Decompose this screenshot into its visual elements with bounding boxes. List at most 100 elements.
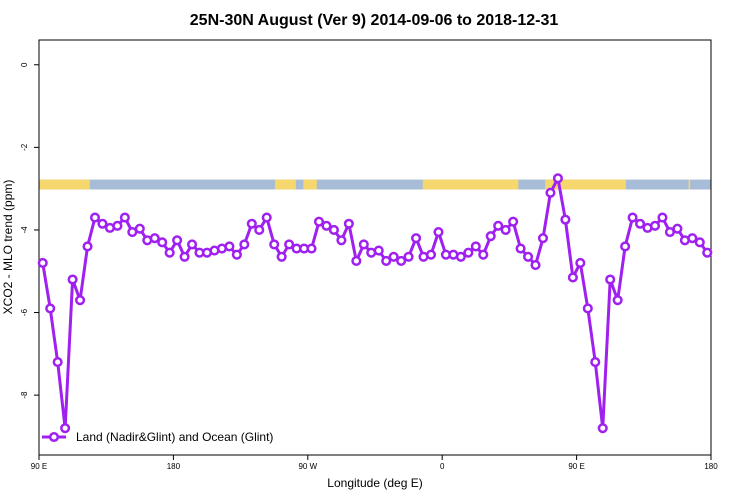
data-point bbox=[523, 251, 534, 262]
data-point bbox=[455, 251, 466, 262]
data-point bbox=[672, 223, 683, 234]
data-point bbox=[239, 239, 250, 250]
data-point bbox=[164, 247, 175, 258]
data-point bbox=[620, 241, 631, 252]
data-point bbox=[373, 245, 384, 256]
data-point bbox=[269, 239, 280, 250]
land-ocean-band bbox=[39, 179, 711, 190]
data-point bbox=[411, 233, 422, 244]
data-point bbox=[149, 233, 160, 244]
data-point bbox=[37, 257, 48, 269]
data-point bbox=[567, 272, 578, 283]
land-segment bbox=[422, 179, 519, 190]
y-tick-label: 0 bbox=[20, 62, 29, 67]
data-point bbox=[172, 235, 183, 246]
y-axis: 0 -2 -4 -6 -8 bbox=[20, 62, 39, 399]
data-point bbox=[306, 243, 317, 254]
data-point bbox=[515, 243, 526, 254]
data-point bbox=[336, 235, 347, 246]
x-axis-label: Longitude (deg E) bbox=[327, 476, 422, 490]
data-point bbox=[187, 239, 198, 250]
data-point bbox=[75, 295, 86, 306]
series-line bbox=[41, 176, 709, 430]
data-point bbox=[470, 241, 481, 252]
data-point bbox=[119, 212, 130, 223]
data-point bbox=[321, 220, 332, 231]
x-tick-label: 180 bbox=[704, 462, 718, 471]
legend-entry-label: Land (Nadir&Glint) and Ocean (Glint) bbox=[76, 430, 273, 444]
data-point bbox=[545, 187, 556, 198]
y-tick-label: -2 bbox=[20, 143, 29, 151]
chart-title: 25N-30N August (Ver 9) 2014-09-06 to 201… bbox=[190, 12, 559, 29]
data-point bbox=[403, 251, 414, 262]
legend-marker-swatch bbox=[48, 431, 60, 443]
data-point bbox=[313, 216, 325, 227]
data-point bbox=[627, 212, 638, 223]
data-point bbox=[381, 255, 392, 266]
data-point bbox=[560, 214, 571, 225]
data-point bbox=[687, 233, 698, 244]
land-segment bbox=[688, 179, 691, 190]
data-point bbox=[702, 247, 713, 258]
data-point bbox=[157, 237, 168, 248]
data-point bbox=[485, 231, 496, 242]
legend: Land (Nadir&Glint) and Ocean (Glint) bbox=[42, 430, 273, 444]
data-point bbox=[45, 303, 56, 314]
ocean-band bbox=[39, 179, 711, 190]
data-point bbox=[552, 173, 563, 184]
data-point bbox=[52, 357, 63, 368]
data-point bbox=[433, 226, 444, 238]
x-tick-label: 90 E bbox=[31, 462, 47, 471]
data-point bbox=[694, 237, 705, 248]
data-point bbox=[612, 295, 623, 306]
data-point bbox=[657, 212, 668, 223]
data-point bbox=[597, 423, 608, 434]
series-land-ocean bbox=[37, 173, 713, 434]
data-point bbox=[328, 224, 339, 236]
data-point bbox=[284, 239, 295, 250]
data-point bbox=[635, 218, 646, 229]
data-point bbox=[537, 233, 549, 244]
y-tick-label: -4 bbox=[20, 226, 29, 234]
data-point bbox=[649, 220, 661, 231]
data-point bbox=[231, 249, 242, 260]
land-segment bbox=[545, 179, 626, 190]
data-point bbox=[60, 423, 71, 434]
data-point bbox=[575, 257, 586, 269]
data-point bbox=[582, 303, 593, 314]
data-point bbox=[605, 274, 616, 285]
data-point bbox=[82, 241, 93, 252]
data-point bbox=[508, 216, 519, 227]
data-point bbox=[590, 357, 601, 368]
data-point bbox=[343, 218, 354, 229]
data-point bbox=[246, 218, 257, 229]
x-tick-label: 90 E bbox=[568, 462, 584, 471]
data-point bbox=[530, 259, 541, 271]
x-tick-label: 90 W bbox=[298, 462, 317, 471]
data-point bbox=[254, 224, 265, 236]
land-segment bbox=[39, 179, 90, 190]
x-tick-label: 0 bbox=[440, 462, 445, 471]
land-segment bbox=[303, 179, 317, 190]
data-point bbox=[463, 247, 474, 258]
data-point bbox=[179, 251, 190, 262]
data-point bbox=[97, 218, 108, 229]
data-point bbox=[388, 251, 399, 262]
data-point bbox=[261, 212, 272, 223]
data-point bbox=[425, 249, 437, 260]
y-axis-label: XCO2 - MLO trend (ppm) bbox=[1, 180, 15, 315]
data-point bbox=[67, 274, 78, 285]
data-point bbox=[89, 212, 101, 223]
data-point bbox=[276, 251, 287, 262]
data-point bbox=[351, 255, 362, 266]
land-segment bbox=[274, 179, 296, 190]
y-tick-label: -8 bbox=[20, 391, 29, 399]
plot-area-frame bbox=[38, 39, 712, 456]
data-point bbox=[134, 223, 145, 234]
data-point bbox=[478, 249, 489, 260]
data-point bbox=[358, 239, 369, 250]
data-point bbox=[396, 255, 407, 266]
data-point bbox=[112, 220, 123, 231]
data-point bbox=[493, 220, 504, 231]
